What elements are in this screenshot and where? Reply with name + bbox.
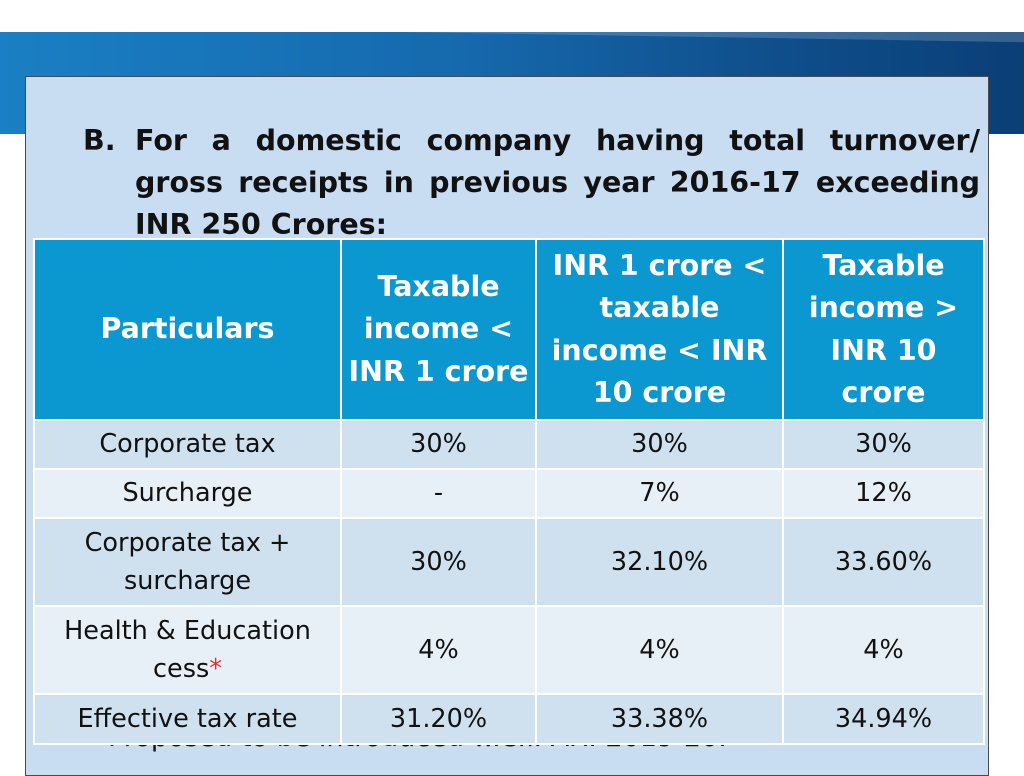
row-label: Health & Education cess* [33, 605, 342, 695]
table-cell: 33.38% [535, 693, 784, 745]
column-header-above-10-crore: Taxable income > INR 10 crore [782, 238, 985, 421]
table-cell: 33.60% [782, 517, 985, 607]
table-row: Surcharge - 7% 12% [33, 468, 985, 519]
table-cell: 30% [782, 419, 985, 470]
table-header-row: Particulars Taxable income < INR 1 crore… [33, 238, 985, 421]
column-header-1-to-10-crore: INR 1 crore < taxable income < INR 10 cr… [535, 238, 784, 421]
row-label: Effective tax rate [33, 693, 342, 745]
table-row: Effective tax rate 31.20% 33.38% 34.94% [33, 693, 985, 745]
section-heading-text: For a domestic company having total turn… [135, 124, 980, 241]
tax-rate-table: Particulars Taxable income < INR 1 crore… [33, 238, 985, 745]
row-label-text: Health & Education cess [64, 615, 311, 685]
table-cell: 30% [340, 517, 537, 607]
column-header-below-1-crore: Taxable income < INR 1 crore [340, 238, 537, 421]
section-heading: B. For a domestic company having total t… [83, 120, 980, 246]
row-label: Surcharge [33, 468, 342, 519]
row-label: Corporate tax [33, 419, 342, 470]
table-cell: 31.20% [340, 693, 537, 745]
section-marker: B. [83, 124, 116, 157]
table-cell: - [340, 468, 537, 519]
table-cell: 7% [535, 468, 784, 519]
asterisk-marker: * [209, 654, 223, 684]
table-row: Corporate tax + surcharge 30% 32.10% 33.… [33, 517, 985, 607]
table-cell: 32.10% [535, 517, 784, 607]
table-cell: 34.94% [782, 693, 985, 745]
table-cell: 30% [535, 419, 784, 470]
row-label: Corporate tax + surcharge [33, 517, 342, 607]
table-row: Health & Education cess* 4% 4% 4% [33, 605, 985, 695]
table-cell: 4% [782, 605, 985, 695]
table-cell: 4% [340, 605, 537, 695]
table-cell: 4% [535, 605, 784, 695]
table-cell: 12% [782, 468, 985, 519]
table-cell: 30% [340, 419, 537, 470]
table-row: Corporate tax 30% 30% 30% [33, 419, 985, 470]
column-header-particulars: Particulars [33, 238, 342, 421]
